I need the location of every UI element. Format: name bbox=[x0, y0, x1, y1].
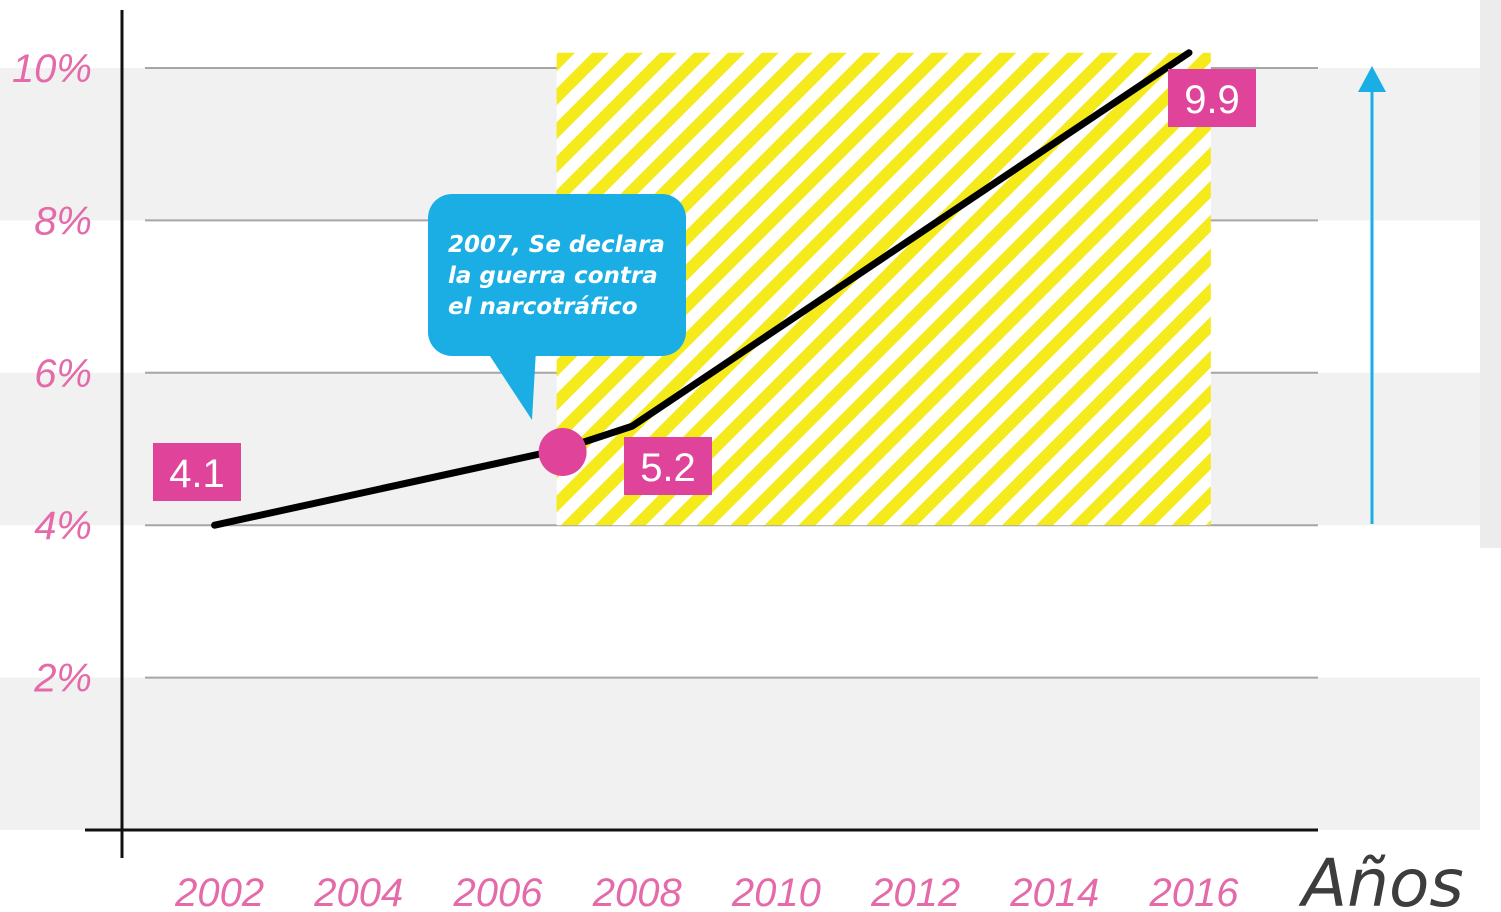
up-arrow-head bbox=[1358, 66, 1386, 92]
x-tick-label: 2002 bbox=[174, 871, 264, 912]
data-label-box bbox=[1168, 69, 1256, 127]
data-label-text: 5.2 bbox=[640, 446, 696, 490]
data-label-text: 4.1 bbox=[169, 452, 225, 496]
callout-bubble bbox=[428, 194, 686, 356]
x-tick-label: 2014 bbox=[1009, 871, 1099, 912]
data-label: 4.1 bbox=[153, 443, 241, 501]
callout-text-line: el narcotráfico bbox=[448, 294, 638, 320]
event-marker bbox=[538, 428, 587, 476]
data-label-box bbox=[153, 443, 241, 501]
x-tick-label: 2016 bbox=[1149, 871, 1240, 912]
right-edge-strip bbox=[1480, 0, 1501, 548]
background-band-0 bbox=[0, 677, 1480, 830]
callout-text-line: la guerra contra bbox=[448, 263, 658, 289]
x-tick-label: 2008 bbox=[592, 871, 683, 912]
y-tick-label: 8% bbox=[34, 199, 92, 243]
series-line bbox=[211, 49, 1193, 529]
annotation-callout: 2007, Se declara la guerra contra el narco… bbox=[428, 194, 686, 420]
x-tick-label: 2012 bbox=[870, 871, 960, 912]
y-tick-label: 6% bbox=[34, 352, 92, 396]
data-label: 5.2 bbox=[624, 437, 712, 495]
data-label-box bbox=[624, 437, 712, 495]
x-axis-title: Años bbox=[1298, 845, 1464, 912]
data-label: 9.9 bbox=[1168, 69, 1256, 127]
x-tick-label: 2010 bbox=[731, 871, 821, 912]
x-tick-label: 2006 bbox=[453, 871, 544, 912]
y-tick-label: 10% bbox=[12, 47, 92, 91]
y-tick-label: 4% bbox=[34, 504, 92, 548]
y-tick-label: 2% bbox=[33, 657, 92, 701]
callout-pointer bbox=[486, 350, 536, 420]
x-tick-label: 2004 bbox=[313, 871, 403, 912]
callout-text-line: 2007, Se declara bbox=[448, 232, 665, 258]
data-label-text: 9.9 bbox=[1184, 78, 1240, 122]
